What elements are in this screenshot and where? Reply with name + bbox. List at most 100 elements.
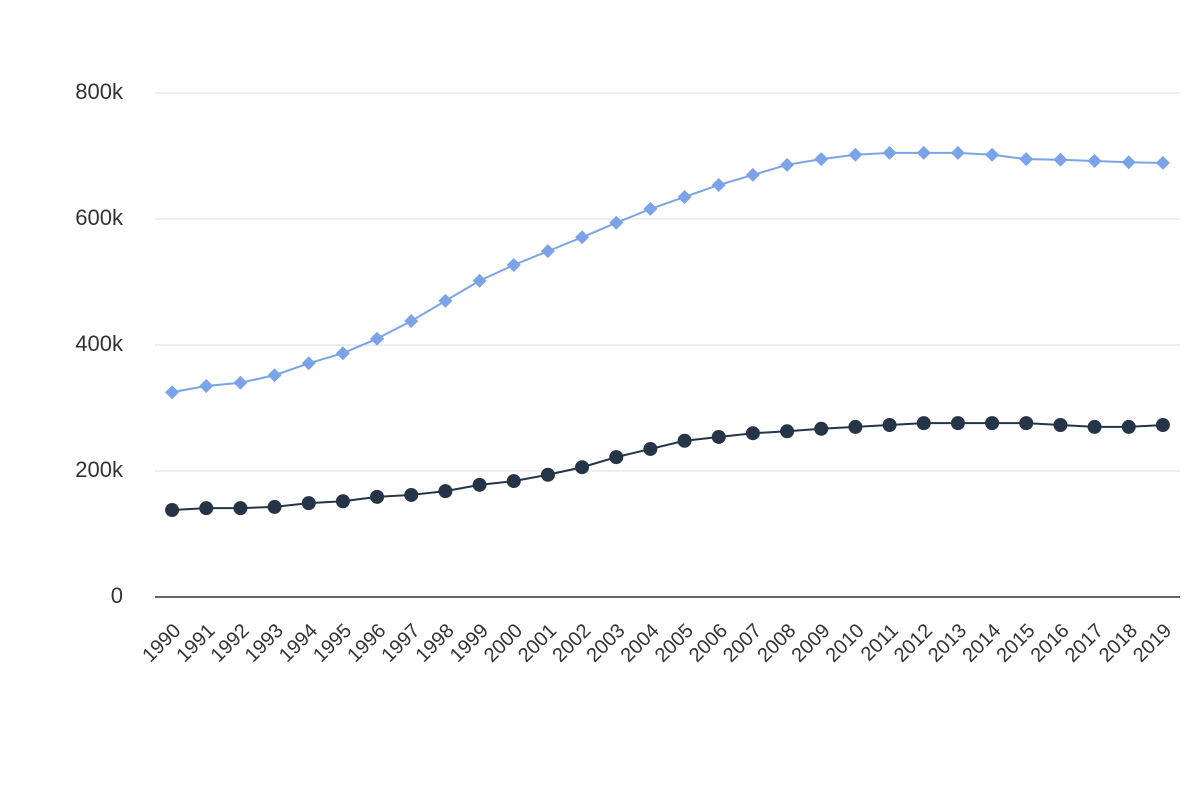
marker <box>916 145 931 160</box>
marker <box>950 416 965 431</box>
y-tick-label: 600k <box>75 205 124 230</box>
x-tick-label: 1992 <box>207 620 254 667</box>
line <box>171 151 1163 394</box>
marker <box>438 484 453 499</box>
x-tick-label: 2019 <box>1129 620 1176 667</box>
x-tick-label: 1997 <box>377 620 424 667</box>
marker <box>609 215 624 230</box>
marker <box>985 147 1000 162</box>
marker <box>301 356 316 371</box>
marker <box>1087 154 1102 169</box>
marker <box>985 416 1000 431</box>
marker <box>643 441 658 456</box>
x-tick-label: 2013 <box>924 620 971 667</box>
marker <box>165 503 180 518</box>
series <box>165 145 1170 400</box>
marker <box>916 416 931 431</box>
x-tick-label: 1990 <box>138 620 185 667</box>
marker <box>711 177 726 192</box>
marker <box>1019 416 1034 431</box>
marker <box>301 496 316 511</box>
marker <box>950 145 965 160</box>
x-tick-label: 2006 <box>685 620 732 667</box>
y-tick-label: 400k <box>75 331 124 356</box>
x-tick-label: 2010 <box>822 620 869 667</box>
marker <box>1121 419 1136 434</box>
marker <box>1053 418 1068 433</box>
x-tick-label: 2017 <box>1061 620 1108 667</box>
marker <box>677 189 692 204</box>
x-tick-label: 2015 <box>992 620 1039 667</box>
marker <box>745 426 760 441</box>
marker <box>882 418 897 433</box>
marker <box>506 474 521 489</box>
x-tick-label: 1991 <box>172 620 219 667</box>
marker <box>165 385 180 400</box>
x-tick-label: 2004 <box>617 620 664 667</box>
marker <box>233 501 248 516</box>
marker <box>233 375 248 390</box>
marker <box>609 450 624 465</box>
x-tick-label: 2016 <box>1027 620 1074 667</box>
x-axis-labels: 1990199119921993199419951996199719981999… <box>138 620 1176 667</box>
marker <box>1121 155 1136 170</box>
x-tick-label: 1995 <box>309 620 356 667</box>
y-tick-label: 800k <box>75 79 124 104</box>
marker <box>472 273 487 288</box>
marker <box>1155 155 1170 170</box>
marker <box>745 167 760 182</box>
line <box>172 422 1163 512</box>
marker <box>711 429 726 444</box>
marker <box>882 145 897 160</box>
marker <box>1019 152 1034 167</box>
x-tick-label: 2000 <box>480 620 527 667</box>
marker <box>370 331 385 346</box>
marker <box>1053 152 1068 167</box>
marker <box>199 378 214 393</box>
marker <box>540 467 555 482</box>
x-tick-label: 2014 <box>958 620 1005 667</box>
marker <box>814 152 829 167</box>
series <box>165 416 1170 518</box>
marker <box>814 421 829 436</box>
x-tick-label: 2009 <box>787 620 834 667</box>
marker <box>677 433 692 448</box>
x-tick-label: 2018 <box>1095 620 1142 667</box>
x-tick-label: 2011 <box>857 620 903 666</box>
marker <box>1087 419 1102 434</box>
marker <box>1155 418 1170 433</box>
x-tick-label: 2012 <box>890 620 937 667</box>
marker <box>438 293 453 308</box>
x-tick-label: 2003 <box>582 620 629 667</box>
marker <box>643 201 658 216</box>
marker <box>780 157 795 172</box>
marker <box>540 244 555 259</box>
marker <box>199 501 214 516</box>
marker <box>575 230 590 245</box>
x-tick-label: 1994 <box>275 620 322 667</box>
marker <box>404 487 419 502</box>
marker <box>370 489 385 504</box>
x-tick-label: 2001 <box>514 620 561 667</box>
x-tick-label: 2002 <box>548 620 595 667</box>
marker <box>575 460 590 475</box>
marker <box>780 424 795 439</box>
marker <box>848 147 863 162</box>
marker <box>267 368 282 383</box>
x-tick-label: 2005 <box>651 620 698 667</box>
x-tick-label: 1993 <box>241 620 288 667</box>
marker <box>335 346 350 361</box>
x-tick-label: 1998 <box>412 620 459 667</box>
marker <box>267 499 282 514</box>
marker <box>472 477 487 492</box>
marker <box>335 494 350 509</box>
x-tick-label: 1999 <box>446 620 493 667</box>
y-tick-label: 200k <box>75 457 124 482</box>
y-tick-label: 0 <box>111 583 123 608</box>
x-tick-label: 1996 <box>343 620 390 667</box>
marker <box>404 314 419 329</box>
x-tick-label: 2008 <box>753 620 800 667</box>
marker <box>848 419 863 434</box>
x-tick-label: 2007 <box>719 620 766 667</box>
